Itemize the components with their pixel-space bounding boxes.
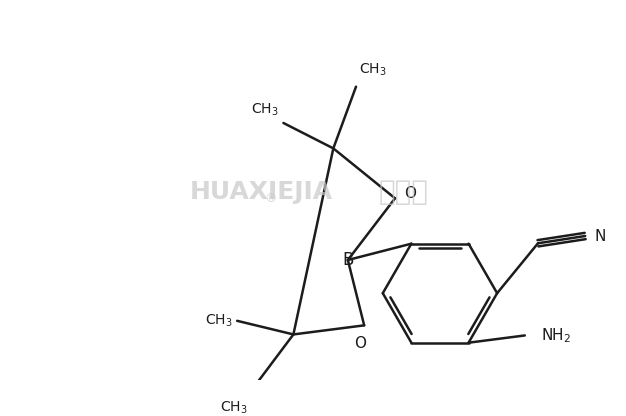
Text: CH$_3$: CH$_3$ xyxy=(359,61,386,78)
Text: NH$_2$: NH$_2$ xyxy=(541,326,572,345)
Text: ®: ® xyxy=(264,191,277,205)
Text: CH$_3$: CH$_3$ xyxy=(205,312,233,329)
Text: CH$_3$: CH$_3$ xyxy=(251,102,279,119)
Text: B: B xyxy=(342,251,354,269)
Text: HUAXIEJIA: HUAXIEJIA xyxy=(190,180,332,203)
Text: 化学加: 化学加 xyxy=(378,178,428,206)
Text: O: O xyxy=(354,336,366,351)
Text: O: O xyxy=(404,186,416,201)
Text: N: N xyxy=(594,228,605,243)
Text: CH$_3$: CH$_3$ xyxy=(220,400,248,416)
